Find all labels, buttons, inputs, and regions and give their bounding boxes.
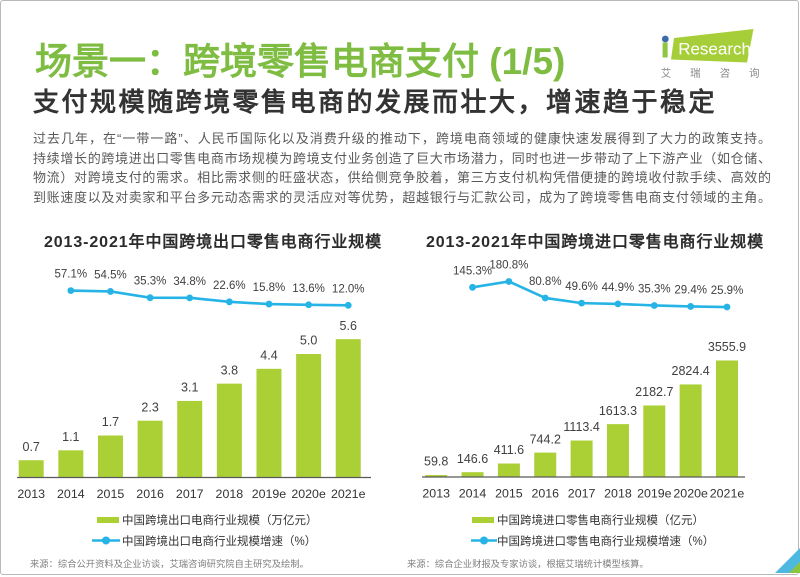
svg-text:146.6: 146.6 — [457, 452, 488, 466]
svg-text:2017: 2017 — [176, 487, 204, 501]
svg-text:2016: 2016 — [136, 487, 164, 501]
svg-text:4.4: 4.4 — [260, 349, 277, 363]
svg-text:2021e: 2021e — [331, 487, 366, 501]
svg-text:744.2: 744.2 — [530, 432, 561, 446]
svg-text:145.3%: 145.3% — [453, 265, 492, 277]
svg-text:1.7: 1.7 — [102, 415, 119, 429]
svg-text:25.9%: 25.9% — [711, 285, 744, 297]
svg-text:2182.7: 2182.7 — [635, 385, 673, 399]
svg-text:411.6: 411.6 — [494, 443, 524, 457]
svg-text:3555.9: 3555.9 — [708, 340, 746, 354]
svg-text:3.1: 3.1 — [181, 381, 198, 395]
svg-text:2014: 2014 — [459, 487, 487, 501]
svg-text:59.8: 59.8 — [424, 455, 448, 469]
svg-text:15.8%: 15.8% — [253, 282, 286, 294]
svg-text:57.1%: 57.1% — [55, 269, 88, 281]
svg-text:Research: Research — [678, 40, 751, 59]
svg-text:3.8: 3.8 — [221, 363, 238, 377]
svg-text:2.3: 2.3 — [141, 400, 158, 414]
svg-text:2019e: 2019e — [637, 487, 672, 501]
svg-text:80.8%: 80.8% — [529, 276, 562, 288]
svg-text:13.6%: 13.6% — [292, 283, 325, 295]
svg-text:1113.4: 1113.4 — [563, 420, 599, 434]
svg-text:0.7: 0.7 — [23, 440, 40, 454]
svg-text:22.6%: 22.6% — [213, 280, 246, 292]
svg-text:34.8%: 34.8% — [173, 276, 206, 288]
svg-text:1613.3: 1613.3 — [599, 404, 637, 418]
svg-text:2015: 2015 — [97, 487, 125, 501]
svg-text:2018: 2018 — [604, 487, 632, 501]
svg-text:35.3%: 35.3% — [638, 283, 671, 295]
svg-text:艾瑞咨询: 艾瑞咨询 — [661, 66, 770, 79]
svg-text:2017: 2017 — [568, 487, 596, 501]
svg-text:2020e: 2020e — [291, 487, 326, 501]
svg-text:2824.4: 2824.4 — [672, 364, 710, 378]
svg-text:2019e: 2019e — [252, 487, 287, 501]
svg-text:180.8%: 180.8% — [489, 259, 528, 271]
svg-text:2014: 2014 — [57, 487, 85, 501]
svg-text:2018: 2018 — [216, 487, 244, 501]
svg-text:2015: 2015 — [495, 487, 523, 501]
svg-text:49.6%: 49.6% — [565, 281, 598, 293]
svg-text:2016: 2016 — [531, 487, 559, 501]
svg-text:29.4%: 29.4% — [674, 284, 707, 296]
svg-text:5.6: 5.6 — [340, 319, 357, 333]
svg-text:44.9%: 44.9% — [602, 282, 635, 294]
svg-text:1.1: 1.1 — [62, 430, 79, 444]
svg-text:35.3%: 35.3% — [134, 276, 167, 288]
svg-text:2013: 2013 — [422, 487, 450, 501]
svg-text:2013: 2013 — [17, 487, 45, 501]
svg-text:2020e: 2020e — [673, 487, 708, 501]
svg-text:5.0: 5.0 — [300, 334, 317, 348]
svg-text:54.5%: 54.5% — [94, 269, 127, 281]
svg-text:12.0%: 12.0% — [332, 283, 365, 295]
svg-text:2021e: 2021e — [710, 487, 745, 501]
